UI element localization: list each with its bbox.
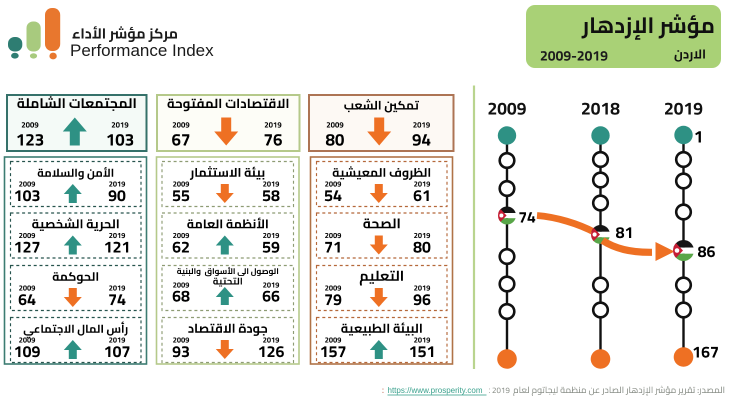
- svg-text::: :: [488, 386, 490, 395]
- svg-text:https://www.prosperity.com: https://www.prosperity.com: [388, 386, 483, 395]
- svg-text:Performance Index: Performance Index: [70, 41, 214, 60]
- svg-text::: :: [382, 386, 385, 395]
